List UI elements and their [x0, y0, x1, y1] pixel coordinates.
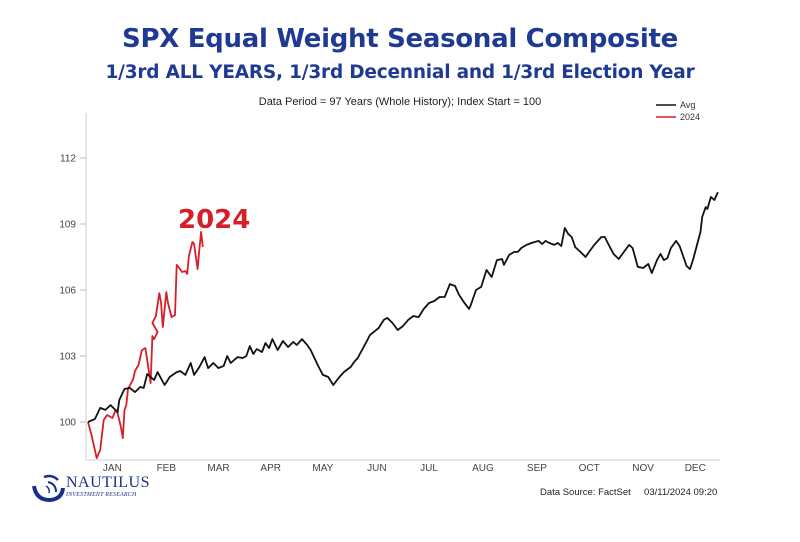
x-tick-label: APR [260, 463, 281, 474]
x-tick-label: MAY [312, 463, 333, 474]
x-tick-label: JUL [420, 463, 438, 474]
x-tick-label: DEC [685, 463, 706, 474]
y-tick-label: 103 [59, 352, 76, 363]
y-axis-ticks: 100 103 106 109 112 [59, 154, 86, 429]
chart-title: SPX Equal Weight Seasonal Composite [122, 24, 678, 54]
nautilus-logo: NAUTILUS INVESTMENT RESEARCH [30, 472, 150, 504]
y-tick-label: 106 [59, 286, 76, 297]
y-tick-label: 100 [59, 418, 76, 429]
timestamp: 03/11/2024 09:20 [644, 487, 718, 498]
x-tick-label: SEP [527, 463, 547, 474]
axes [85, 113, 720, 461]
logo-brand: NAUTILUS [66, 474, 150, 491]
x-tick-label: FEB [157, 463, 177, 474]
x-tick-label: OCT [579, 463, 600, 474]
x-tick-label: MAR [207, 463, 229, 474]
x-tick-label: JAN [103, 463, 122, 474]
legend-label-2024: 2024 [680, 112, 700, 122]
x-tick-label: NOV [632, 463, 654, 474]
x-tick-label: JUN [367, 463, 386, 474]
y-tick-label: 109 [59, 220, 76, 231]
data-source: Data Source: FactSet [540, 487, 631, 498]
x-axis-ticks: JAN FEB MAR APR MAY JUN JUL AUG SEP OCT NOV DEC [103, 463, 706, 474]
x-tick-label: AUG [472, 463, 494, 474]
series-lines [87, 191, 719, 459]
chart-note: Data Period = 97 Years (Whole History); … [258, 96, 542, 108]
nautilus-swirl-icon [32, 474, 65, 503]
annotation-2024: 2024 [178, 205, 250, 235]
series-line-avg [87, 191, 719, 423]
legend: Avg 2024 [656, 100, 700, 122]
footer: Data Source: FactSet 03/11/2024 09:20 [540, 487, 717, 498]
series-line-2024 [87, 231, 204, 459]
legend-label-avg: Avg [680, 100, 695, 110]
logo-tagline: INVESTMENT RESEARCH [66, 492, 137, 498]
y-tick-label: 112 [60, 154, 76, 165]
chart-subtitle: 1/3rd ALL YEARS, 1/3rd Decennial and 1/3… [105, 62, 695, 83]
